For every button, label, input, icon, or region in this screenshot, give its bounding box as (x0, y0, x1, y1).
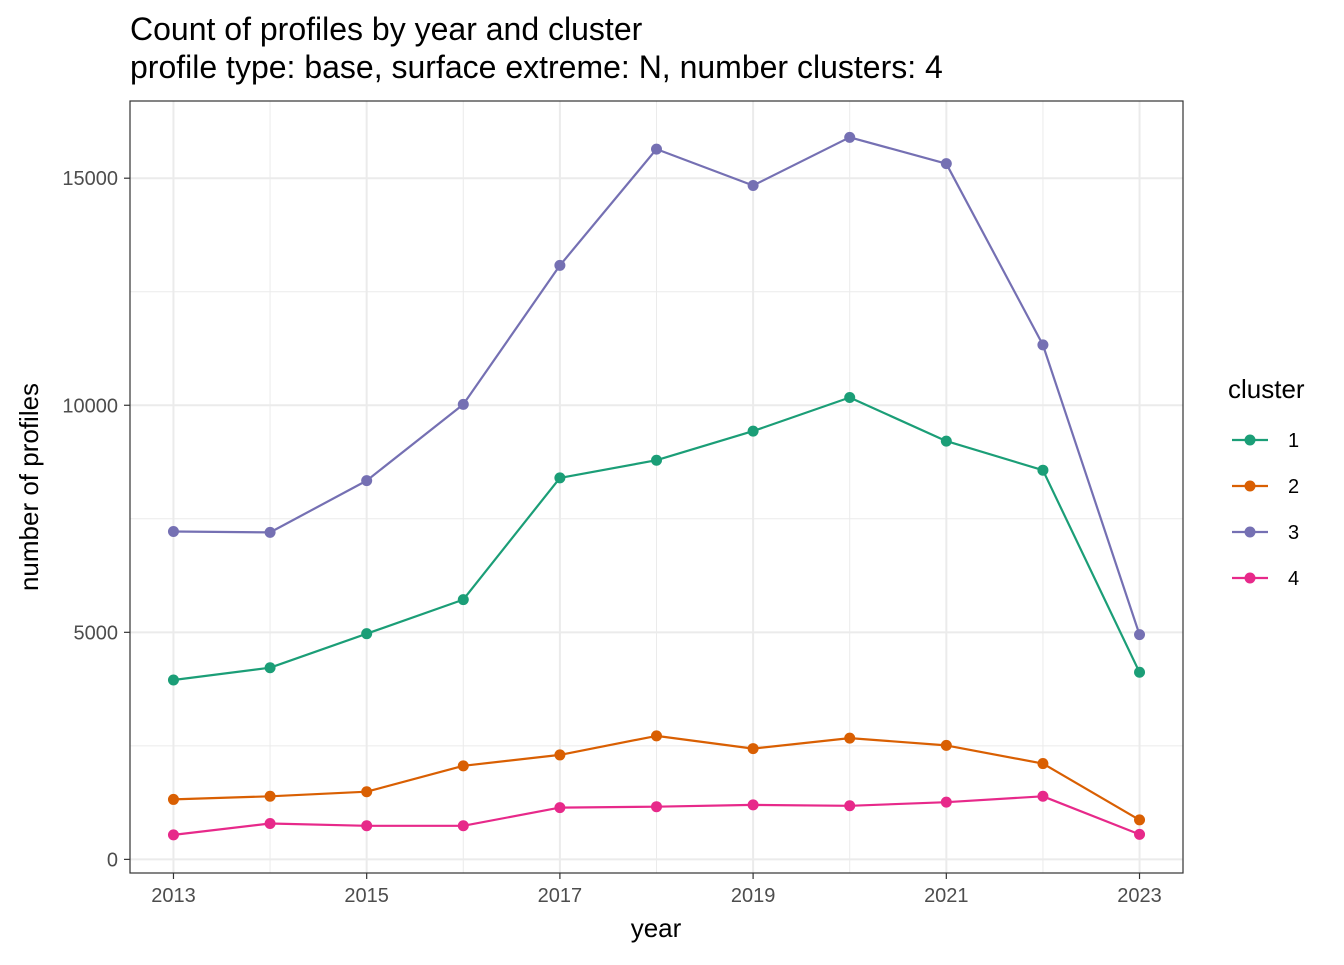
data-point (361, 786, 373, 798)
data-point (554, 472, 566, 484)
data-point (457, 820, 469, 832)
legend: cluster 1 2 3 4 (1228, 374, 1305, 590)
y-tick-label: 15000 (62, 168, 118, 190)
data-point (940, 796, 952, 808)
legend-label: 4 (1288, 568, 1299, 590)
data-point (167, 829, 179, 841)
data-point (457, 760, 469, 772)
legend-key-point (1244, 434, 1256, 446)
data-point (457, 398, 469, 410)
data-point (1037, 758, 1049, 770)
minor-gridlines (130, 101, 1183, 873)
data-point (361, 820, 373, 832)
data-point (264, 526, 276, 538)
data-point (1134, 666, 1146, 678)
legend-item-3: 3 (1232, 522, 1299, 544)
x-axis-title: year (631, 913, 682, 943)
data-point (264, 662, 276, 674)
data-point (361, 628, 373, 640)
data-point (554, 259, 566, 271)
data-point (264, 818, 276, 830)
legend-key-point (1244, 572, 1256, 584)
chart-subtitle: profile type: base, surface extreme: N, … (130, 49, 943, 85)
data-point (747, 425, 759, 437)
data-point (747, 799, 759, 811)
legend-item-1: 1 (1232, 430, 1299, 452)
y-axis: 0 5000 10000 15000 (62, 168, 130, 871)
data-point (651, 454, 662, 466)
x-tick-label: 2021 (924, 885, 969, 907)
x-axis: 2013 2015 2017 2019 2021 2023 (151, 873, 1162, 907)
y-tick-label: 0 (107, 849, 118, 871)
data-point (747, 743, 759, 755)
legend-label: 3 (1288, 522, 1299, 544)
data-point (651, 730, 662, 742)
data-point (554, 749, 566, 761)
legend-item-2: 2 (1232, 476, 1299, 498)
data-point (1134, 814, 1146, 826)
series-2 (167, 730, 1146, 826)
legend-key-point (1244, 480, 1256, 492)
series-layer (167, 131, 1146, 841)
legend-key-point (1244, 526, 1256, 538)
data-point (264, 790, 276, 802)
data-point (940, 158, 952, 170)
y-axis-title: number of profiles (14, 383, 44, 591)
major-gridlines (130, 101, 1183, 873)
data-point (844, 392, 856, 404)
y-tick-label: 10000 (62, 395, 118, 417)
data-point (651, 143, 662, 155)
legend-label: 1 (1288, 430, 1299, 452)
legend-item-4: 4 (1232, 568, 1299, 590)
legend-items: 1 2 3 4 (1232, 430, 1299, 590)
data-point (940, 739, 952, 751)
series-4 (167, 790, 1146, 841)
legend-title: cluster (1228, 374, 1305, 404)
chart-title: Count of profiles by year and cluster (130, 11, 643, 47)
x-tick-label: 2015 (344, 885, 389, 907)
series-3 (167, 131, 1146, 641)
data-point (361, 475, 373, 487)
data-point (940, 435, 952, 447)
data-point (167, 526, 179, 538)
data-point (1134, 828, 1146, 840)
legend-label: 2 (1288, 476, 1299, 498)
plot-panel (129, 100, 1184, 874)
y-tick-label: 5000 (74, 622, 119, 644)
data-point (1134, 629, 1146, 641)
data-point (1037, 464, 1049, 476)
data-point (844, 800, 856, 812)
data-point (651, 801, 662, 813)
data-point (1037, 339, 1049, 351)
data-point (1037, 790, 1049, 802)
x-tick-label: 2019 (731, 885, 776, 907)
series-1 (167, 392, 1146, 686)
data-point (844, 131, 856, 143)
plot-border (129, 100, 1184, 874)
x-tick-label: 2023 (1117, 885, 1162, 907)
data-point (167, 674, 179, 686)
x-tick-label: 2017 (538, 885, 583, 907)
x-tick-label: 2013 (151, 885, 196, 907)
data-point (167, 793, 179, 805)
data-point (554, 802, 566, 814)
data-point (747, 179, 759, 191)
data-point (457, 594, 469, 606)
data-point (844, 732, 856, 744)
